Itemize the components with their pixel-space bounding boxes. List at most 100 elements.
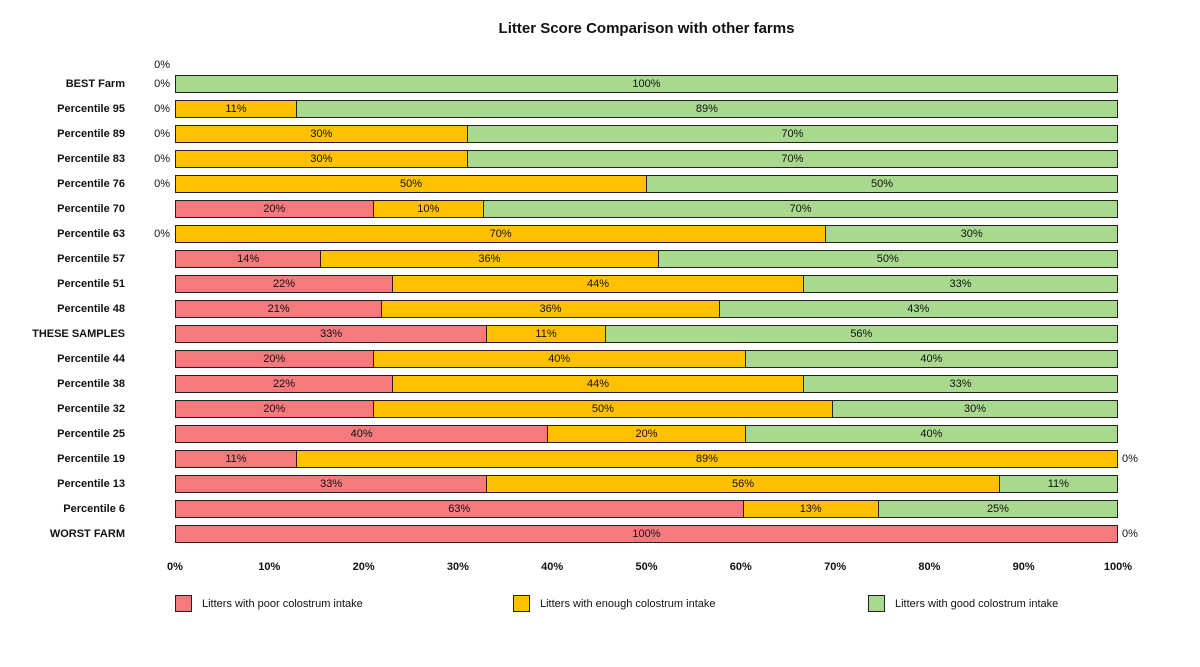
zero-labels-right: [1118, 396, 1163, 421]
zero-label-stacked: 0%: [154, 59, 170, 71]
bar-segment-good: 40%: [745, 349, 1118, 368]
legend: Litters with poor colostrum intake Litter…: [175, 595, 1175, 619]
zero-labels-left: [125, 246, 175, 271]
legend-item-poor: Litters with poor colostrum intake: [175, 595, 363, 612]
zero-labels-left: 0%: [125, 171, 175, 196]
bar-segment-good: 11%: [999, 474, 1118, 493]
x-axis-tick: 0%: [167, 561, 183, 573]
segment-value-label: 50%: [591, 402, 614, 415]
category-label: Percentile 95: [57, 102, 125, 115]
zero-labels-right: 0%: [1118, 521, 1163, 546]
bar-track: 20% 40% 40%: [175, 349, 1118, 368]
segment-value-label: 36%: [539, 302, 562, 315]
segment-value-label: 100%: [632, 77, 661, 90]
segment-value-label: 11%: [225, 452, 247, 465]
bar-segment-poor: 11%: [175, 449, 297, 468]
x-axis-tick: 10%: [258, 561, 281, 573]
segment-value-label: 44%: [586, 377, 610, 390]
bar-segment-enough: 50%: [373, 399, 834, 418]
bar-segment-enough: 89%: [296, 449, 1118, 468]
segment-value-label: 14%: [237, 252, 260, 265]
zero-label: 0%: [1122, 527, 1138, 540]
zero-labels-right: [1118, 171, 1163, 196]
bar-row: Percentile 48 21% 36% 43%: [0, 296, 1200, 321]
zero-labels-left: 0%: [125, 121, 175, 146]
segment-value-label: 30%: [960, 227, 983, 240]
segment-value-label: 11%: [1047, 477, 1069, 490]
bar-row: Percentile 51 22% 44% 33%: [0, 271, 1200, 296]
segment-value-label: 56%: [850, 327, 873, 340]
category-label: Percentile 44: [57, 352, 125, 365]
segment-value-label: 33%: [949, 277, 972, 290]
bar-row: THESE SAMPLES 33% 11% 56%: [0, 321, 1200, 346]
bar-row: WORST FARM 100% 0%: [0, 521, 1200, 546]
bar-segment-enough: 36%: [321, 249, 659, 268]
zero-label: 0%: [154, 152, 170, 165]
bar-segment-good: 30%: [826, 224, 1118, 243]
zero-labels-left: [125, 496, 175, 521]
zero-labels-left: [125, 371, 175, 396]
segment-value-label: 70%: [489, 227, 512, 240]
legend-swatch-poor: [175, 595, 192, 612]
category-label: Percentile 70: [57, 202, 125, 215]
bar-row: Percentile 6 63% 13% 25%: [0, 496, 1200, 521]
zero-labels-left: 0%: [125, 96, 175, 121]
bar-segment-poor: 20%: [175, 199, 374, 218]
x-axis: 0% 10% 20% 30% 40% 50% 60% 70% 80% 90% 100%: [167, 561, 1132, 577]
bar-row: Percentile 57 14% 36% 50%: [0, 246, 1200, 271]
bar-segment-good: 56%: [605, 324, 1118, 343]
segment-value-label: 40%: [350, 427, 373, 440]
bar-row: Percentile 89 0% 30% 70%: [0, 121, 1200, 146]
legend-swatch-enough: [513, 595, 530, 612]
zero-labels-right: [1118, 196, 1163, 221]
x-axis-tick: 100%: [1103, 561, 1133, 573]
bar-segment-good: 43%: [719, 299, 1118, 318]
bar-segment-enough: 40%: [373, 349, 746, 368]
category-label: Percentile 25: [57, 427, 125, 440]
x-axis-tick: 60%: [729, 561, 752, 573]
bar-segment-enough: 44%: [393, 374, 804, 393]
zero-labels-right: [1118, 421, 1163, 446]
bar-row: Percentile 19 11% 89% 0%: [0, 446, 1200, 471]
segment-value-label: 21%: [267, 302, 290, 315]
bar-segment-good: 70%: [467, 149, 1118, 168]
bar-segment-enough: 44%: [393, 274, 804, 293]
category-label: Percentile 83: [57, 152, 125, 165]
bar-segment-enough: 11%: [175, 99, 297, 118]
segment-value-label: 22%: [272, 377, 296, 390]
bar-segment-poor: 20%: [175, 399, 374, 418]
zero-labels-left: [125, 446, 175, 471]
x-axis-tick: 80%: [918, 561, 941, 573]
category-label: Percentile 89: [57, 127, 125, 140]
segment-value-label: 70%: [781, 152, 804, 165]
zero-labels-right: [1118, 471, 1163, 496]
bar-track: 20% 10% 70%: [175, 199, 1118, 218]
segment-value-label: 40%: [548, 352, 571, 365]
bar-segment-good: 89%: [296, 99, 1118, 118]
zero-labels-left: 0% 0%: [125, 59, 175, 96]
category-label: Percentile 63: [57, 227, 125, 240]
category-label: Percentile 51: [57, 277, 125, 290]
zero-labels-left: [125, 296, 175, 321]
category-label: Percentile 6: [63, 502, 125, 515]
bar-segment-enough: 70%: [175, 224, 827, 243]
bar-segment-poor: 40%: [175, 424, 549, 443]
bar-track: 63% 13% 25%: [175, 499, 1118, 518]
segment-value-label: 20%: [263, 352, 286, 365]
zero-labels-left: 0%: [125, 146, 175, 171]
bar-segment-enough: 50%: [175, 174, 647, 193]
bar-segment-enough: 36%: [382, 299, 720, 318]
bar-track: 20% 50% 30%: [175, 399, 1118, 418]
segment-value-label: 43%: [907, 302, 930, 315]
zero-labels-left: [125, 471, 175, 496]
bar-segment-good: 40%: [745, 424, 1118, 443]
bar-track: 22% 44% 33%: [175, 374, 1118, 393]
bar-segment-good: 50%: [647, 174, 1118, 193]
bar-row: Percentile 95 0% 11% 89%: [0, 96, 1200, 121]
bar-track: 100%: [175, 74, 1118, 93]
zero-labels-right: [1118, 321, 1163, 346]
zero-labels-left: [125, 346, 175, 371]
bar-track: 33% 56% 11%: [175, 474, 1118, 493]
segment-value-label: 30%: [964, 402, 987, 415]
